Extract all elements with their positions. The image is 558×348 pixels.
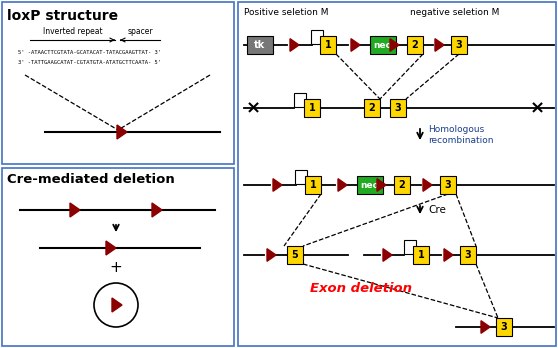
Bar (320, 36, 336, 54)
Bar (2, 2, 234, 164)
Circle shape (94, 283, 138, 327)
Bar (305, 176, 321, 194)
Text: Cre: Cre (428, 205, 446, 215)
Bar (364, 99, 380, 117)
Text: 1: 1 (417, 250, 425, 260)
Bar (304, 99, 320, 117)
Bar (238, 2, 556, 346)
Bar (390, 99, 406, 117)
Polygon shape (390, 39, 399, 51)
Polygon shape (152, 203, 162, 217)
Text: 3: 3 (456, 40, 463, 50)
Polygon shape (117, 125, 127, 139)
Polygon shape (481, 321, 490, 333)
Bar (440, 176, 456, 194)
Polygon shape (273, 179, 282, 191)
Polygon shape (435, 39, 444, 51)
Text: 1: 1 (309, 103, 315, 113)
Bar (295, 170, 307, 184)
Text: spacer: spacer (127, 27, 153, 36)
Text: 5' -ATAACTTCGTATA-GCATACAT-TATACGAAGTTAT- 3': 5' -ATAACTTCGTATA-GCATACAT-TATACGAAGTTAT… (18, 49, 161, 55)
Bar (357, 176, 383, 194)
Text: tk: tk (254, 40, 266, 50)
Text: 1: 1 (310, 180, 316, 190)
Polygon shape (106, 241, 116, 255)
Bar (247, 36, 273, 54)
Bar (287, 246, 303, 264)
Polygon shape (351, 39, 360, 51)
Text: 2: 2 (398, 180, 405, 190)
Bar (413, 246, 429, 264)
Text: negative seletion M: negative seletion M (410, 8, 499, 17)
Text: neo: neo (374, 40, 392, 49)
Bar (370, 36, 396, 54)
Polygon shape (338, 179, 347, 191)
Polygon shape (290, 39, 299, 51)
Text: loxP structure: loxP structure (7, 9, 118, 23)
Polygon shape (267, 249, 276, 261)
Text: 5: 5 (292, 250, 299, 260)
Polygon shape (383, 249, 392, 261)
Text: 2: 2 (412, 40, 418, 50)
Text: 3: 3 (395, 103, 401, 113)
Bar (2, 168, 234, 346)
Text: 1: 1 (325, 40, 331, 50)
Bar (311, 30, 323, 44)
Bar (404, 240, 416, 254)
Text: Positive seletion M: Positive seletion M (244, 8, 329, 17)
Text: Cre-mediated deletion: Cre-mediated deletion (7, 173, 175, 186)
Bar (460, 246, 476, 264)
Text: 3: 3 (445, 180, 451, 190)
Bar (451, 36, 467, 54)
Text: ×: × (246, 99, 261, 117)
Polygon shape (112, 298, 122, 312)
Polygon shape (377, 179, 386, 191)
Polygon shape (70, 203, 80, 217)
Text: +: + (109, 261, 122, 276)
Text: ×: × (530, 99, 545, 117)
Text: 3: 3 (501, 322, 507, 332)
Bar (496, 318, 512, 336)
Text: 3' -TATTGAAGCATAT-CGTATGTA-ATATGCTTCAATA- 5': 3' -TATTGAAGCATAT-CGTATGTA-ATATGCTTCAATA… (18, 60, 161, 64)
Polygon shape (444, 249, 453, 261)
Bar (407, 36, 423, 54)
Polygon shape (423, 179, 432, 191)
Text: neo: neo (360, 181, 379, 190)
Bar (394, 176, 410, 194)
Text: 3: 3 (465, 250, 472, 260)
Text: Inverted repeat: Inverted repeat (43, 27, 102, 36)
Text: Homologous
recombination: Homologous recombination (428, 125, 493, 145)
Text: Exon deletion: Exon deletion (310, 282, 412, 294)
Bar (294, 93, 306, 107)
Text: 2: 2 (369, 103, 376, 113)
